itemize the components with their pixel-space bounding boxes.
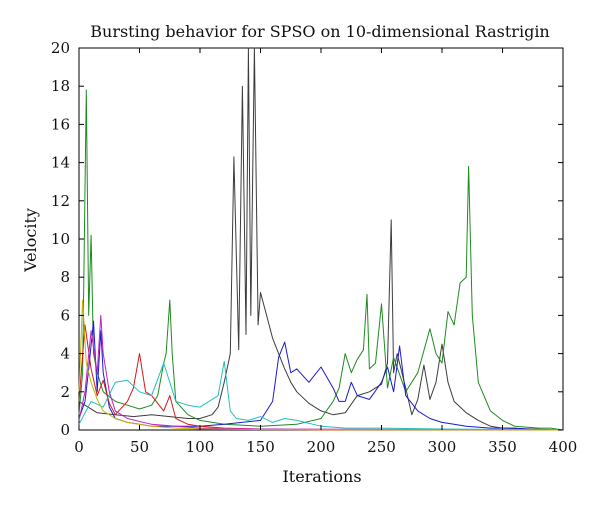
y-tick-label-5: 10 bbox=[51, 230, 70, 248]
plot-area: 0 50 100 150 200 250 300 350 400 0 2 4 6 8 10 12 14 16 18 2… bbox=[51, 39, 577, 456]
ticks-layer: 0 50 100 150 200 250 300 350 400 0 2 4 6 8 10 12 14 16 18 2… bbox=[51, 39, 577, 456]
y-tick-label-6: 12 bbox=[51, 192, 70, 210]
y-tick-label-10: 20 bbox=[51, 39, 70, 57]
y-axis-label: Velocity bbox=[21, 208, 40, 273]
x-tick-label-7: 350 bbox=[488, 438, 517, 456]
x-tick-label-2: 100 bbox=[186, 438, 215, 456]
y-tick-label-3: 6 bbox=[60, 306, 70, 324]
y-tick-label-7: 14 bbox=[51, 154, 70, 172]
series-line-6 bbox=[78, 314, 564, 431]
y-tick-label-0: 0 bbox=[60, 421, 70, 439]
y-tick-label-1: 2 bbox=[60, 383, 70, 401]
y-tick-label-4: 8 bbox=[60, 268, 70, 286]
x-tick-label-0: 0 bbox=[74, 438, 84, 456]
series-line-2 bbox=[78, 89, 564, 431]
plot-frame bbox=[78, 47, 564, 431]
x-tick-label-8: 400 bbox=[549, 438, 578, 456]
series-line-4 bbox=[78, 324, 563, 431]
y-tick-label-9: 18 bbox=[51, 77, 70, 95]
x-tick-label-5: 250 bbox=[367, 438, 396, 456]
y-tick-label-2: 4 bbox=[60, 345, 70, 363]
x-tick-label-4: 200 bbox=[307, 438, 336, 456]
x-tick-label-1: 50 bbox=[130, 438, 149, 456]
x-axis-label: Iterations bbox=[282, 467, 361, 486]
y-tick-label-8: 16 bbox=[51, 115, 70, 133]
chart-title: Bursting behavior for SPSO on 10-dimensi… bbox=[90, 22, 549, 41]
series-line-5 bbox=[78, 360, 564, 431]
series-line-1 bbox=[78, 47, 564, 431]
series-layer bbox=[78, 47, 564, 431]
x-tick-label-6: 300 bbox=[428, 438, 457, 456]
x-tick-label-3: 150 bbox=[246, 438, 275, 456]
series-line-3 bbox=[78, 320, 563, 431]
